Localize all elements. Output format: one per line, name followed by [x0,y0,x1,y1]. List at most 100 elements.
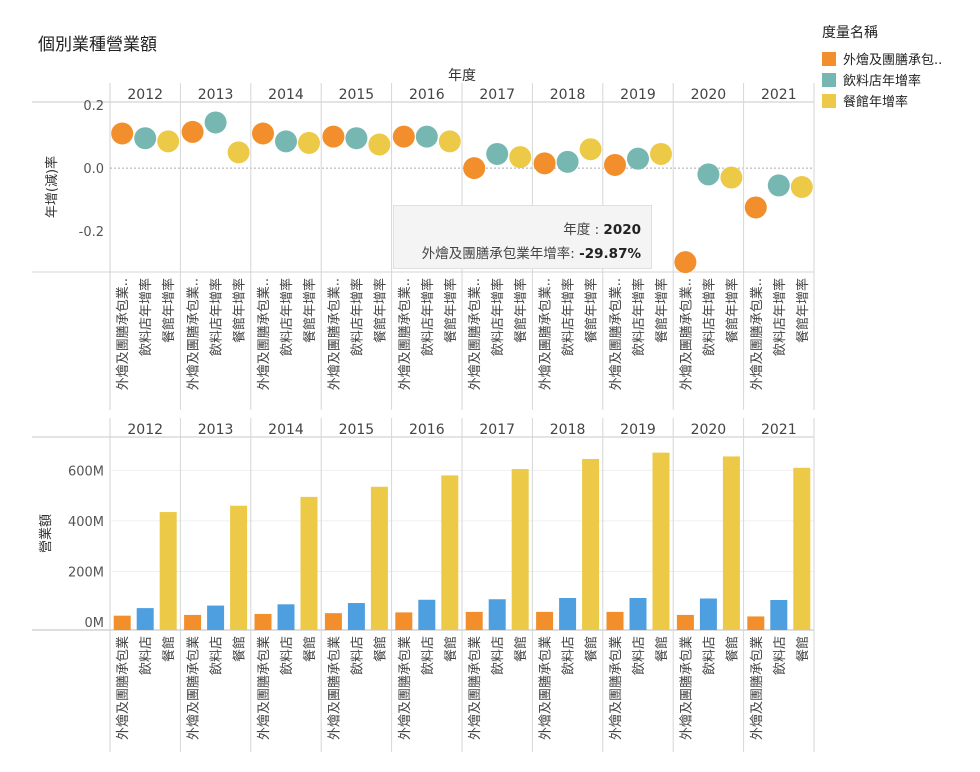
bottom-sub-category-label: 餐館 [724,636,740,662]
bar [230,505,248,630]
scatter-point [697,163,720,186]
bottom-y-axis-title: 營業額 [38,514,54,553]
bar [536,611,554,630]
bar [418,599,436,630]
top-sub-category-label: 飲料店年增率 [772,278,788,356]
scatter-point [368,133,391,156]
top-sub-category-label: 外燴及團膳承包業.. [115,278,131,390]
scatter-point [438,130,461,153]
bottom-year-label: 2015 [339,422,375,438]
top-year-label: 2021 [761,87,797,103]
top-sub-category-label: 餐館年增率 [161,278,177,343]
bottom-sub-category-label: 餐館 [302,636,318,662]
bottom-sub-category-label: 餐館 [654,636,670,662]
scatter-point [509,146,532,169]
top-sub-category-label: 外燴及團膳承包業.. [397,278,413,390]
bottom-sub-category-label: 外燴及團膳承包業 [678,636,694,740]
bottom-sub-category-label: 外燴及團膳承包業 [256,636,272,740]
bar [347,603,365,630]
scatter-point [674,251,697,274]
top-sub-category-label: 餐館年增率 [654,278,670,343]
top-sub-category-label: 餐館年增率 [795,278,811,343]
top-sub-category-label: 餐館年增率 [232,278,248,343]
bottom-year-label: 2014 [268,422,304,438]
scatter-point [322,125,345,148]
top-sub-category-label: 餐館年增率 [584,278,600,343]
bottom-sub-category-label: 飲料店 [209,636,225,675]
bottom-year-label: 2016 [409,422,445,438]
bottom-sub-category-label: 飲料店 [138,636,154,675]
scatter-point [392,125,415,148]
legend-label-restaurant: 餐館年增率 [843,95,909,110]
top-sub-category-label: 餐館年增率 [443,278,459,343]
bottom-year-label: 2018 [550,422,586,438]
scatter-point [415,125,438,148]
bar [465,611,483,630]
scatter-point [134,127,157,150]
top-year-label: 2019 [620,87,656,103]
bottom-sub-category-label: 外燴及團膳承包業 [115,636,131,740]
top-sub-category-label: 飲料店年增率 [490,278,506,356]
legend-swatch-restaurant [822,93,836,108]
bottom-year-label: 2019 [620,422,656,438]
bottom-sub-category-label: 飲料店 [349,636,365,675]
bar [629,597,647,630]
bar [793,467,811,630]
bottom-sub-category-label: 飲料店 [701,636,717,675]
bottom-y-tick-label: 400M [68,515,104,530]
top-sub-category-label: 餐館年增率 [372,278,388,343]
bar [559,597,577,630]
bar [676,614,694,630]
bar [722,456,740,630]
bottom-sub-category-label: 飲料店 [772,636,788,675]
scatter-point [298,131,320,154]
tooltip-metric-label: 外燴及團膳承包業年增率: [421,246,575,262]
bottom-sub-category-label: 外燴及團膳承包業 [538,636,554,740]
bottom-sub-category-label: 餐館 [232,636,248,662]
scatter-point [463,157,486,180]
bottom-y-tick-label: 200M [68,565,104,580]
bottom-year-label: 2013 [198,422,234,438]
bar [324,613,342,630]
top-year-label: 2012 [127,87,163,103]
top-sub-category-label: 餐館年增率 [302,278,318,343]
top-year-label: 2016 [409,87,445,103]
tooltip-year-label: 年度 : [563,222,600,238]
top-sub-category-label: 餐館年增率 [724,278,740,343]
top-sub-category-label: 飲料店年增率 [561,278,577,356]
bottom-sub-category-label: 餐館 [372,636,388,662]
bottom-year-label: 2020 [691,422,727,438]
scatter-point [604,153,626,176]
top-y-tick-label: -0.2 [79,225,104,240]
top-year-label: 2018 [550,87,586,103]
bar [277,604,295,630]
bottom-sub-category-label: 外燴及團膳承包業 [749,636,765,740]
bottom-sub-category-label: 餐館 [795,636,811,662]
chart-title: 個別業種營業額 [38,35,157,55]
top-sub-category-label: 飲料店年增率 [279,278,295,356]
top-year-label: 2020 [691,87,727,103]
scatter-point [181,120,204,143]
bottom-sub-category-label: 飲料店 [279,636,295,675]
bottom-sub-category-label: 外燴及團膳承包業 [186,636,202,740]
top-year-label: 2015 [339,87,375,103]
column-header: 年度 [448,68,476,84]
bar [699,598,717,630]
legend: 度量名稱 外燴及團膳承包.. 飲料店年增率 餐館年增率 [822,22,942,111]
bottom-sub-category-label: 外燴及團膳承包業 [326,636,342,740]
top-sub-category-label: 飲料店年增率 [420,278,436,356]
scatter-point [111,122,134,145]
scatter-point [650,142,672,165]
bar [606,611,624,630]
legend-item-catering[interactable]: 外燴及團膳承包.. [822,48,942,69]
scatter-point [720,166,743,189]
tooltip-metric-value: -29.87% [579,246,641,262]
top-sub-category-label: 餐館年增率 [513,278,529,343]
legend-swatch-catering [822,51,836,66]
legend-item-restaurant[interactable]: 餐館年增率 [822,90,942,111]
scatter-point [790,176,813,198]
legend-item-drinks[interactable]: 飲料店年增率 [822,69,942,90]
bar [747,616,765,630]
legend-label-drinks: 飲料店年增率 [843,74,922,89]
